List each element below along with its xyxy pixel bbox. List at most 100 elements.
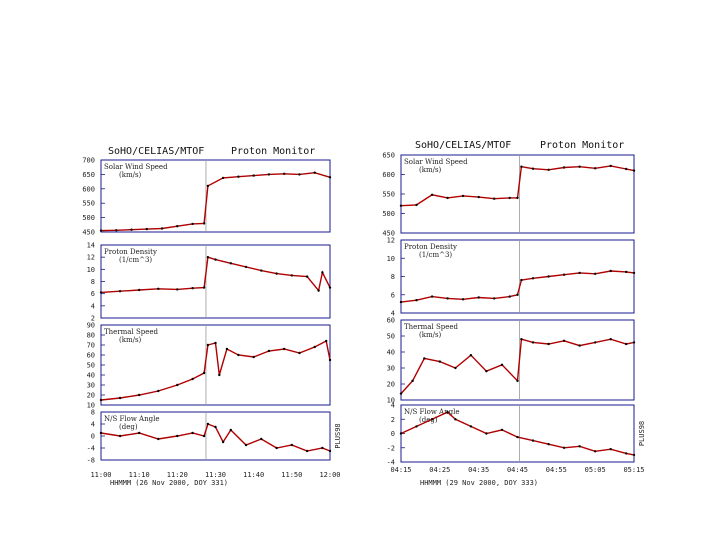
panel-thermal: 60 50 40 30 20 10 Thermal Speed(km/s) [387,317,636,405]
y-tick-label: 90 [87,322,95,330]
data-point [461,194,465,198]
data-point [500,363,504,366]
data-point [454,418,457,421]
data-point [313,171,316,174]
y-tick-label: 60 [387,317,395,325]
y-tick-label: 650 [382,152,395,160]
data-point [244,265,248,269]
x-tick-label: 11:10 [129,471,150,479]
y-tick-label: 8 [391,273,395,281]
y-tick-label: 4 [91,302,95,310]
data-point [531,341,535,344]
data-series-line [400,338,635,395]
panel-label: (km/s) [419,331,442,339]
data-point [118,396,122,400]
data-point [578,165,581,168]
data-point [446,410,449,414]
y-tick-label: 20 [87,392,95,400]
panel-label: Solar Wind Speed [104,163,168,171]
data-point [438,360,441,363]
data-point [516,435,519,439]
data-point [237,175,240,178]
panel-label: N/S Flow Angle [104,415,159,423]
data-point [214,425,217,429]
data-point [423,357,426,360]
data-point [520,338,523,341]
data-series-line [100,423,331,452]
y-tick-label: 60 [87,352,95,360]
y-tick-label: 12 [387,237,395,245]
panel-flow-angle: 4 2 0 -2 -4 N/S Flow Angle(deg) PLUS98 [387,402,646,467]
data-point [632,341,636,344]
data-point [477,296,480,299]
y-tick-label: 6 [91,290,95,298]
x-tick-label: 11:30 [205,471,226,479]
data-point [99,291,103,294]
panel-label: (deg) [119,423,138,431]
data-point [275,272,278,275]
data-point [206,184,210,188]
data-point [118,434,122,438]
data-point [547,168,550,171]
data-point [411,379,414,382]
data-point [221,440,225,444]
data-point [562,166,566,169]
data-point [415,425,418,428]
data-point [415,203,418,207]
data-point [138,393,141,397]
data-point [547,342,550,346]
y-tick-label: -2 [387,444,395,452]
data-point [632,271,636,275]
data-point [328,449,332,453]
data-point [325,339,328,343]
panel-label: Thermal Speed [404,323,459,331]
data-point [99,398,103,402]
data-point [221,176,225,180]
y-tick-label: 500 [82,214,95,222]
data-point [229,428,232,432]
panel-density: 12 10 8 6 4 Proton Density(1/cm^3) [387,237,636,318]
y-tick-label: 8 [91,278,95,286]
data-point [157,437,160,441]
x-tick-label: 05:15 [623,466,644,474]
y-tick-label: 450 [82,229,95,237]
y-tick-label: 650 [82,171,95,179]
panel-speed: 700 650 600 550 500 450 Solar Wind Speed(km/s) [82,157,332,237]
y-tick-label: 10 [87,266,95,274]
data-point [625,452,628,455]
data-point [454,366,457,370]
y-tick-label: 20 [387,381,395,389]
y-tick-label: -4 [87,445,95,453]
data-point [305,275,309,278]
data-point [202,371,206,375]
panel-label: Solar Wind Speed [404,158,468,166]
chart-nov29: SoHO/CELIAS/MTOF Proton Monitor HHMMM (2… [382,140,646,487]
panel-label: (1/cm^3) [419,251,452,259]
data-point [160,227,164,230]
data-series-line [400,270,635,303]
data-point [191,222,194,226]
y-tick-label: 0 [391,430,395,438]
data-series-line [100,256,331,294]
data-point [138,288,141,292]
y-tick-label: 450 [382,230,395,238]
data-point [594,450,597,453]
panel-label: Proton Density [104,248,157,256]
y-tick-label: 550 [82,200,95,208]
y-tick-label: 600 [382,171,395,179]
data-point [267,173,271,176]
chart-subtitle: Proton Monitor [231,146,315,157]
data-point [430,193,434,196]
data-point [594,167,597,170]
y-tick-label: 4 [391,310,395,318]
data-point [328,176,332,179]
data-point [632,169,636,172]
y-tick-label: 8 [91,409,95,417]
data-point [252,355,255,359]
x-tick-label: 04:35 [468,466,489,474]
y-tick-label: 10 [387,397,395,405]
data-point [516,379,519,382]
data-point [206,256,210,259]
panel-label: (km/s) [419,166,442,174]
data-point [99,229,103,232]
